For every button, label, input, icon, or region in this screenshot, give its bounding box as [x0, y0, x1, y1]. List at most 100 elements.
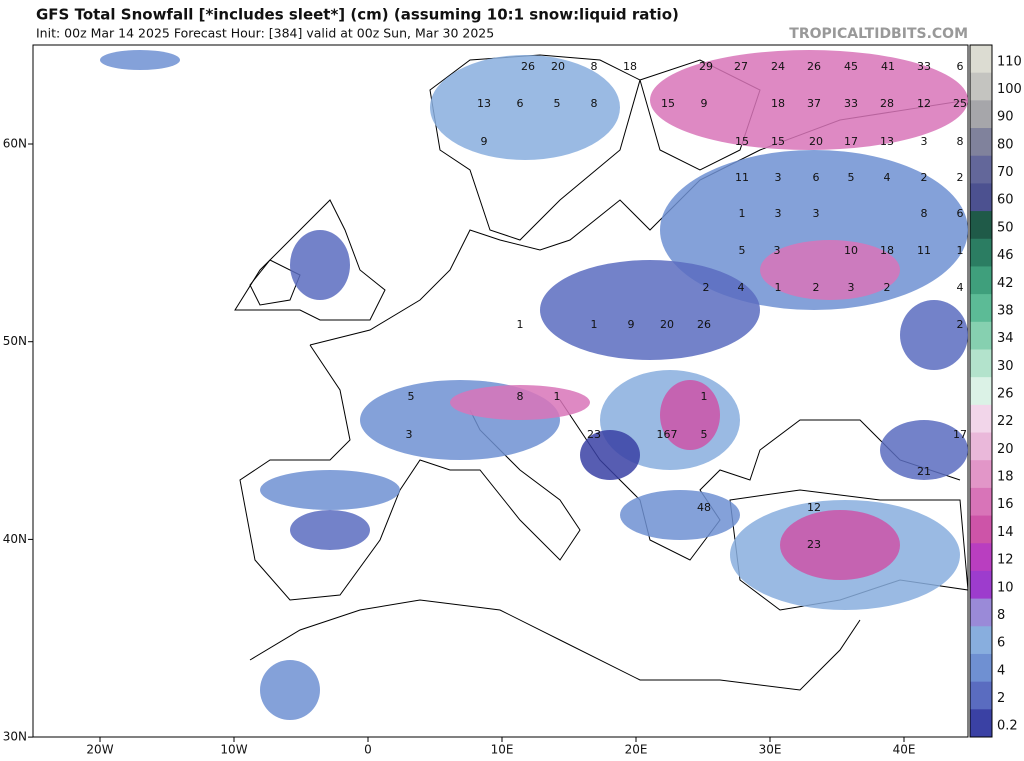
map-value-label: 1 [517, 318, 524, 331]
colorbar-swatch [970, 543, 992, 572]
map-value-label: 3 [775, 171, 782, 184]
colorbar-label: 20 [997, 442, 1014, 457]
map-value-label: 13 [477, 97, 491, 110]
colorbar-label: 90 [997, 110, 1014, 125]
snow-area [620, 490, 740, 540]
map-value-label: 6 [517, 97, 524, 110]
colorbar-label: 70 [997, 165, 1014, 180]
map-value-label: 20 [660, 318, 674, 331]
map-value-label: 8 [517, 390, 524, 403]
colorbar-label: 12 [997, 553, 1014, 568]
colorbar-swatch [970, 709, 992, 738]
map-value-label: 15 [771, 135, 785, 148]
map-value-label: 15 [661, 97, 675, 110]
snow-area [100, 50, 180, 70]
snow-area [260, 470, 400, 510]
map-value-label: 3 [406, 428, 413, 441]
colorbar-swatch [970, 432, 992, 461]
map-value-label: 2 [813, 281, 820, 294]
colorbar-swatch [970, 404, 992, 434]
colorbar-swatch [970, 598, 992, 627]
colorbar-swatch [970, 45, 992, 74]
snow-areas [100, 50, 968, 720]
map-value-label: 24 [771, 60, 785, 73]
map-value-label: 1 [775, 281, 782, 294]
map-value-label: 11 [917, 244, 931, 257]
colorbar-label: 38 [997, 303, 1014, 318]
colorbar-label: 4 [997, 663, 1005, 678]
map-value-label: 1 [591, 318, 598, 331]
snow-area [780, 510, 900, 580]
map-value-label: 1 [701, 390, 708, 403]
map-value-label: 1 [957, 244, 964, 257]
snow-area [290, 230, 350, 300]
map-value-label: 9 [481, 135, 488, 148]
colorbar-label: 26 [997, 387, 1014, 402]
colorbar-swatch [970, 72, 992, 101]
map-value-label: 33 [844, 97, 858, 110]
north-africa-coast [249, 599, 861, 691]
map-value-label: 2 [884, 281, 891, 294]
colorbar-label: 0.2 [997, 719, 1018, 734]
colorbar-swatch [970, 570, 992, 600]
map-value-label: 5 [701, 428, 708, 441]
colorbar-label: 8 [997, 608, 1005, 623]
snow-area [260, 660, 320, 720]
map-value-label: 2 [703, 281, 710, 294]
north-coast [309, 99, 969, 346]
map-value-label: 6 [957, 60, 964, 73]
map-value-label: 2 [921, 171, 928, 184]
colorbar-label: 10 [997, 580, 1014, 595]
colorbar-swatch [970, 349, 992, 378]
map-value-label: 18 [623, 60, 637, 73]
map-value-label: 48 [697, 501, 711, 514]
map-value-label: 1 [554, 390, 561, 403]
map-value-label: 6 [813, 171, 820, 184]
map-value-label: 6 [957, 207, 964, 220]
colorbar-swatch [970, 681, 992, 710]
finland [639, 59, 761, 171]
map-value-label: 3 [774, 244, 781, 257]
map-value-label: 37 [807, 97, 821, 110]
map-value-label: 29 [699, 60, 713, 73]
map-value-label: 27 [734, 60, 748, 73]
colorbar-swatch [970, 487, 992, 517]
colorbar-label: 2 [997, 691, 1005, 706]
map-value-label: 20 [551, 60, 565, 73]
colorbar-swatch [970, 128, 992, 157]
colorbar-label: 42 [997, 276, 1014, 291]
map-value-label: 33 [917, 60, 931, 73]
map-value-label: 25 [953, 97, 967, 110]
ireland [249, 259, 301, 306]
x-axis-label: 0 [364, 743, 372, 757]
credit: TROPICALTIDBITS.COM [789, 26, 968, 42]
colorbar-swatch [970, 100, 992, 129]
colorbar-label: 60 [997, 193, 1014, 208]
colorbar-swatch [970, 155, 992, 184]
snow-area [880, 420, 968, 480]
colorbar-label: 18 [997, 470, 1014, 485]
map-value-label: 5 [739, 244, 746, 257]
map-value-label: 26 [521, 60, 535, 73]
colorbar-swatch [970, 653, 992, 683]
colorbar-label: 100 [997, 82, 1022, 97]
map-value-label: 23 [807, 538, 821, 551]
colorbar-swatch [970, 321, 992, 350]
map-value-label: 26 [697, 318, 711, 331]
map-value-label: 21 [917, 465, 931, 478]
map-value-label: 8 [921, 207, 928, 220]
colorbar: 1101009080706050464238343026222018161412… [969, 44, 1022, 738]
map-value-label: 41 [881, 60, 895, 73]
y-axis-label: 50N [3, 334, 27, 348]
x-axis-label: 20W [86, 743, 113, 757]
snow-area [450, 385, 590, 420]
map-value-label: 2 [957, 318, 964, 331]
colorbar-swatch [970, 266, 992, 295]
colorbar-label: 80 [997, 137, 1014, 152]
axes: 20W 10W 0 10E 20E 30E 40E 60N 50N 40N 30N [3, 137, 916, 757]
map-value-label: 12 [917, 97, 931, 110]
colorbar-label: 46 [997, 248, 1014, 263]
snow-area [760, 240, 900, 300]
map-value-label: 3 [848, 281, 855, 294]
colorbar-label: 6 [997, 636, 1005, 651]
